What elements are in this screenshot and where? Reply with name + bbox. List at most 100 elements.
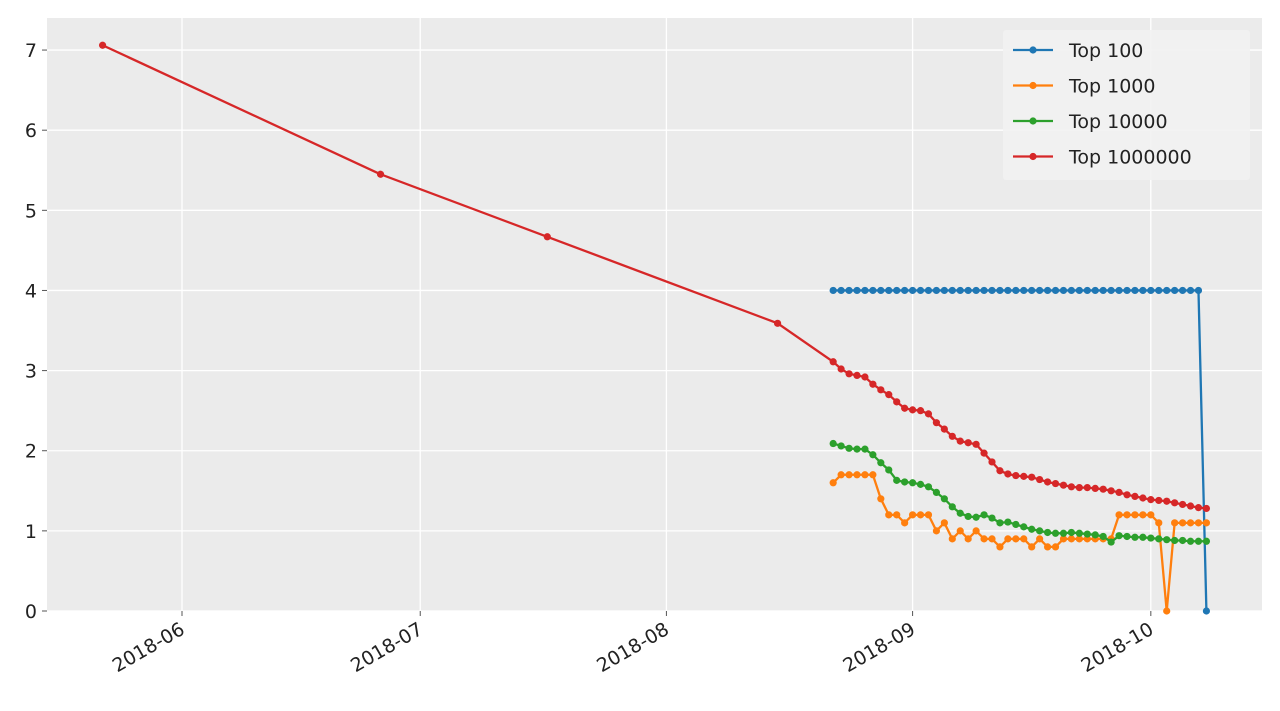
y-tick-label: 3 bbox=[25, 361, 37, 383]
point bbox=[1178, 500, 1187, 509]
point bbox=[829, 358, 837, 366]
point bbox=[1123, 491, 1131, 499]
point bbox=[996, 286, 1004, 295]
point bbox=[1043, 286, 1052, 295]
point bbox=[893, 511, 901, 519]
point bbox=[1083, 483, 1091, 492]
point bbox=[1067, 483, 1076, 491]
point bbox=[1147, 534, 1155, 542]
point bbox=[1083, 286, 1091, 295]
point bbox=[1147, 511, 1155, 519]
y-tick-label: 2 bbox=[25, 441, 37, 463]
point bbox=[1139, 511, 1147, 519]
point bbox=[1099, 485, 1107, 493]
point bbox=[1131, 511, 1139, 519]
point bbox=[1178, 286, 1187, 295]
point bbox=[1202, 504, 1211, 513]
point bbox=[1051, 529, 1060, 537]
point bbox=[1004, 286, 1012, 295]
point bbox=[948, 432, 956, 440]
point bbox=[845, 471, 853, 479]
point bbox=[948, 503, 956, 511]
point bbox=[1004, 470, 1012, 478]
point bbox=[893, 398, 901, 406]
point bbox=[932, 488, 941, 496]
point bbox=[988, 514, 996, 522]
point bbox=[924, 410, 933, 418]
point bbox=[845, 370, 853, 378]
point bbox=[1051, 543, 1060, 551]
point bbox=[940, 425, 948, 433]
point bbox=[1155, 519, 1163, 527]
point bbox=[1067, 528, 1076, 537]
point bbox=[869, 451, 877, 459]
point bbox=[908, 406, 917, 414]
point bbox=[869, 471, 877, 479]
point bbox=[948, 535, 956, 543]
y-tick-label: 5 bbox=[25, 200, 37, 222]
point bbox=[964, 286, 972, 295]
point bbox=[1202, 519, 1211, 527]
point bbox=[1123, 286, 1131, 295]
point bbox=[1028, 525, 1036, 533]
point bbox=[964, 535, 972, 543]
point bbox=[98, 41, 107, 49]
point bbox=[916, 286, 925, 295]
point bbox=[1115, 286, 1123, 295]
point bbox=[964, 512, 972, 521]
point bbox=[1075, 286, 1083, 295]
point bbox=[829, 439, 837, 448]
point bbox=[837, 442, 845, 450]
point bbox=[972, 527, 980, 535]
point bbox=[877, 495, 885, 503]
point bbox=[1171, 499, 1179, 507]
point bbox=[1186, 537, 1195, 545]
legend-label: Top 1000000 bbox=[1068, 147, 1192, 169]
legend-marker bbox=[1029, 117, 1037, 125]
point bbox=[1115, 511, 1123, 519]
point bbox=[1051, 286, 1060, 295]
x-tick-label: 2018-06 bbox=[109, 618, 189, 677]
point bbox=[829, 479, 837, 487]
point bbox=[908, 479, 917, 487]
point bbox=[1059, 535, 1068, 543]
point bbox=[1147, 286, 1155, 295]
point bbox=[908, 511, 917, 519]
point bbox=[773, 319, 782, 327]
point bbox=[1028, 543, 1036, 551]
point bbox=[1091, 531, 1099, 539]
point bbox=[1163, 607, 1171, 615]
y-tick-label: 6 bbox=[25, 120, 37, 142]
point bbox=[901, 519, 909, 527]
point bbox=[1067, 286, 1076, 295]
point bbox=[877, 286, 885, 295]
y-tick-label: 7 bbox=[25, 40, 37, 62]
point bbox=[1091, 286, 1099, 295]
point bbox=[1131, 533, 1139, 541]
point bbox=[885, 391, 893, 399]
point bbox=[837, 471, 845, 479]
point bbox=[1028, 286, 1036, 295]
point bbox=[901, 286, 909, 295]
point bbox=[1115, 532, 1123, 540]
point bbox=[861, 373, 869, 381]
point bbox=[1155, 496, 1163, 505]
point bbox=[1171, 519, 1179, 527]
legend-label: Top 1000 bbox=[1068, 76, 1155, 98]
point bbox=[932, 527, 941, 535]
point bbox=[1099, 286, 1107, 295]
point bbox=[1178, 519, 1187, 527]
point bbox=[924, 286, 933, 295]
point bbox=[1020, 286, 1028, 295]
point bbox=[1186, 286, 1195, 295]
point bbox=[1075, 535, 1083, 543]
x-tick-label: 2018-10 bbox=[1078, 618, 1158, 677]
point bbox=[988, 535, 996, 543]
point bbox=[1194, 504, 1203, 512]
point bbox=[1036, 475, 1044, 484]
point bbox=[869, 286, 877, 295]
point bbox=[940, 286, 948, 295]
point bbox=[980, 449, 988, 457]
legend-label: Top 100 bbox=[1068, 40, 1143, 62]
point bbox=[1036, 527, 1044, 535]
